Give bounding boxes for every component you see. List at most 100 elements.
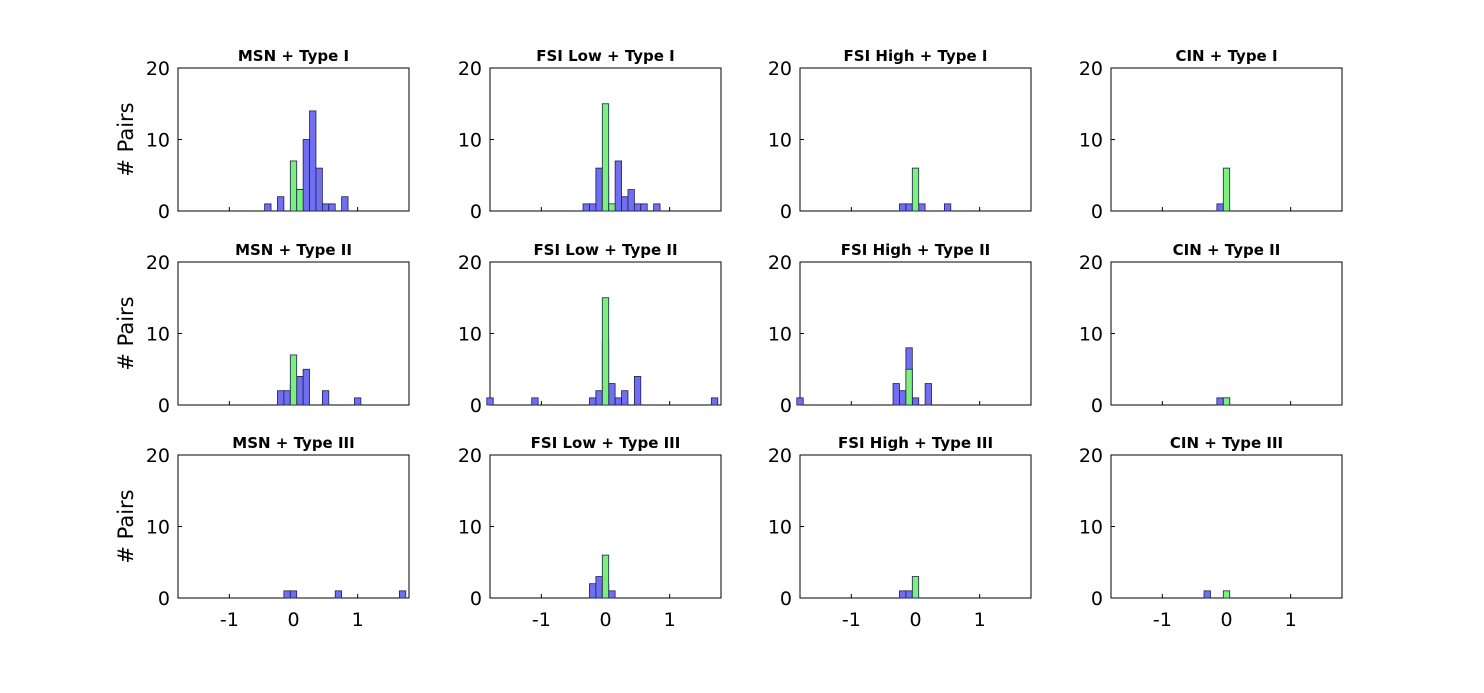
y-tick-label: 20 <box>146 58 170 80</box>
y-tick-label: 20 <box>146 252 170 274</box>
panel-title: FSI High + Type II <box>841 241 991 259</box>
green-histogram-bar <box>1222 167 1231 212</box>
green-histogram-bar <box>289 354 298 406</box>
blue-histogram-bar <box>277 196 285 212</box>
histogram-panel: CIN + Type III 0 10 20 -1 0 1 <box>1079 434 1343 631</box>
blue-histogram-bar <box>289 590 298 599</box>
y-tick-label: 10 <box>458 517 482 539</box>
histogram-panel: MSN + Type II 0 10 20 # Pairs <box>114 241 410 417</box>
y-axis-label: # Pairs <box>114 296 138 370</box>
plot-frame <box>177 454 410 599</box>
blue-histogram-bar <box>277 390 285 406</box>
y-tick-label: 20 <box>1079 445 1103 467</box>
histogram-panel: FSI Low + Type III 0 10 20 -1 0 1 <box>458 434 722 631</box>
y-tick-label: 0 <box>470 395 482 417</box>
green-histogram-bar <box>601 554 610 599</box>
y-tick-label: 0 <box>1091 588 1103 610</box>
blue-histogram-bar <box>633 375 642 406</box>
blue-histogram-bar <box>582 203 590 212</box>
y-tick-label: 0 <box>1091 201 1103 223</box>
plot-frame <box>799 261 1032 406</box>
y-tick-label: 20 <box>768 58 792 80</box>
blue-histogram-bar <box>302 368 310 406</box>
plot-frame <box>799 454 1032 599</box>
blue-histogram-bar <box>1216 397 1224 406</box>
green-histogram-bar <box>911 167 920 212</box>
histogram-panel: CIN + Type II 0 10 20 <box>1079 241 1343 417</box>
green-histogram-bar <box>289 160 298 212</box>
panel-title: FSI Low + Type I <box>536 47 675 65</box>
y-tick-label: 0 <box>470 201 482 223</box>
y-tick-label: 10 <box>458 130 482 152</box>
blue-histogram-bar <box>341 196 349 212</box>
y-tick-label: 20 <box>768 445 792 467</box>
blue-histogram-bar <box>589 583 597 599</box>
panel-title: MSN + Type I <box>238 47 349 65</box>
blue-histogram-bar <box>918 203 926 212</box>
y-tick-label: 0 <box>1091 395 1103 417</box>
y-tick-label: 20 <box>146 445 170 467</box>
green-histogram-bar <box>601 103 610 212</box>
panel-title: MSN + Type III <box>232 434 354 452</box>
panel-title: CIN + Type III <box>1170 434 1283 452</box>
green-histogram-bar <box>1222 590 1231 599</box>
y-tick-label: 10 <box>146 130 170 152</box>
blue-histogram-bar <box>589 397 597 406</box>
green-histogram-bar <box>601 297 610 406</box>
y-tick-label: 20 <box>458 58 482 80</box>
blue-histogram-bar <box>633 203 642 212</box>
blue-histogram-bar <box>283 590 291 599</box>
blue-histogram-bar <box>1203 590 1211 599</box>
x-tick-label: -1 <box>842 609 861 631</box>
y-tick-label: 10 <box>768 130 792 152</box>
blue-histogram-bar <box>283 390 291 406</box>
blue-histogram-bar <box>627 189 635 212</box>
panel-title: FSI High + Type I <box>844 47 988 65</box>
panel-title: FSI High + Type III <box>838 434 993 452</box>
blue-histogram-bar <box>614 397 622 406</box>
histogram-panel: FSI High + Type I 0 10 20 <box>768 47 1032 223</box>
y-tick-label: 10 <box>1079 130 1103 152</box>
blue-histogram-bar <box>640 203 648 212</box>
y-tick-label: 20 <box>1079 252 1103 274</box>
y-tick-label: 0 <box>780 395 792 417</box>
blue-histogram-bar <box>899 390 907 406</box>
y-tick-label: 20 <box>458 445 482 467</box>
blue-histogram-bar <box>309 110 317 212</box>
histogram-panel: FSI High + Type III 0 10 20 -1 0 1 <box>768 434 1032 631</box>
panel-title: CIN + Type II <box>1173 241 1281 259</box>
plot-frame <box>1110 454 1343 599</box>
x-tick-label: -1 <box>220 609 239 631</box>
panel-title: FSI Low + Type III <box>531 434 681 452</box>
blue-histogram-bar <box>796 397 804 406</box>
blue-histogram-bar <box>1216 203 1224 212</box>
blue-histogram-bar <box>614 160 622 212</box>
blue-histogram-bar <box>321 390 330 406</box>
panel-title: CIN + Type I <box>1175 47 1277 65</box>
histogram-panel: CIN + Type I 0 10 20 <box>1079 47 1343 223</box>
blue-histogram-bar <box>653 203 661 212</box>
blue-histogram-bar <box>531 397 539 406</box>
y-axis-label: # Pairs <box>114 489 138 563</box>
y-tick-label: 0 <box>158 201 170 223</box>
x-tick-label: 1 <box>974 609 986 631</box>
blue-histogram-bar <box>595 167 603 212</box>
histogram-panel: FSI Low + Type I 0 10 20 <box>458 47 722 223</box>
panel-title: MSN + Type II <box>235 241 352 259</box>
blue-histogram-bar <box>608 383 616 406</box>
x-tick-label: -1 <box>1153 609 1172 631</box>
blue-histogram-bar <box>302 139 310 212</box>
blue-histogram-bar <box>398 590 407 599</box>
blue-histogram-bar <box>892 383 900 406</box>
blue-histogram-bar <box>621 390 629 406</box>
x-tick-label: 0 <box>1220 609 1232 631</box>
blue-histogram-bar <box>710 397 719 406</box>
blue-histogram-bar <box>621 196 629 212</box>
blue-histogram-bar <box>264 203 272 212</box>
blue-histogram-bar <box>899 203 907 212</box>
y-tick-label: 0 <box>780 588 792 610</box>
x-tick-label: 0 <box>287 609 299 631</box>
blue-histogram-bar <box>905 590 913 599</box>
histogram-panel: MSN + Type I 0 10 20 # Pairs <box>114 47 410 223</box>
